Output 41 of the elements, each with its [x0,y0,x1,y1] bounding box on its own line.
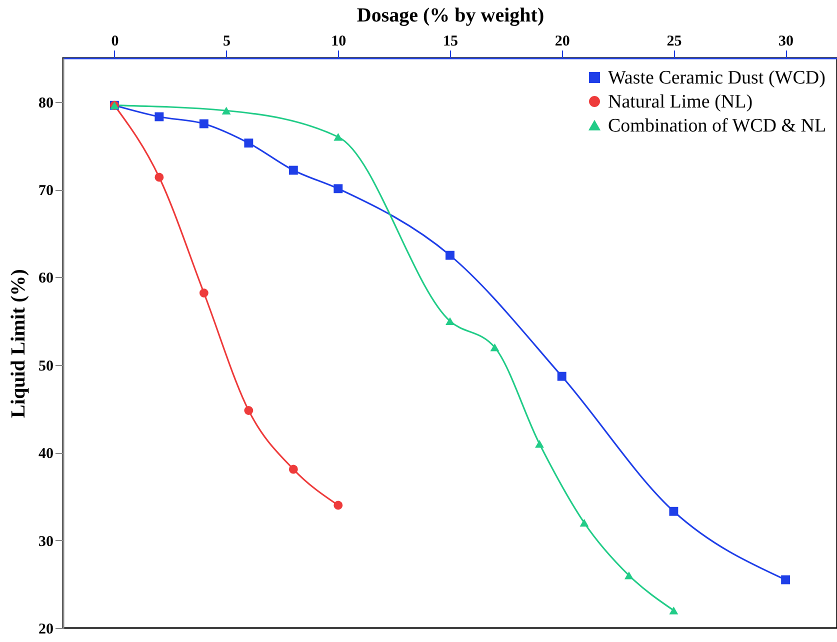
point [334,500,343,510]
y-tick-label: 40 [38,446,54,462]
legend-label: Waste Ceramic Dust (WCD) [608,68,826,88]
point [154,112,164,122]
x-tick-label: 10 [331,34,346,50]
point [781,575,790,584]
y-tick-label: 50 [38,358,54,374]
y-tick-label: 80 [38,95,54,112]
y-tick-label: 30 [38,534,54,550]
point [288,166,298,175]
point [669,606,678,614]
point [334,184,343,194]
x-tick-label: 20 [554,34,570,50]
y-tick-label: 70 [38,183,54,200]
point [222,106,231,114]
x-tick-label: 0 [111,34,119,50]
point [244,406,254,415]
legend-label: Combination of WCD & NL [608,116,826,136]
point [535,440,544,448]
point [446,317,454,325]
x-tick-label: 30 [778,34,794,50]
point [199,119,208,128]
point [490,344,500,352]
legend-label: Natural Lime (NL) [608,92,753,112]
point [624,572,634,580]
point [557,372,566,381]
x-tick-label: 15 [443,34,458,50]
point [446,250,454,260]
point [199,288,208,298]
x-tick-label: 5 [223,34,231,50]
point [334,133,343,141]
x-tick-label: 25 [666,34,682,50]
point [288,464,298,474]
y-axis-title: Liquid Limit (%) [8,269,30,418]
y-tick-label: 20 [38,622,54,638]
point [244,138,254,148]
x-axis-title: Dosage (% by weight) [356,4,544,26]
point [669,506,678,516]
point [580,518,589,527]
y-tick-label: 60 [38,270,54,287]
point [154,172,164,182]
